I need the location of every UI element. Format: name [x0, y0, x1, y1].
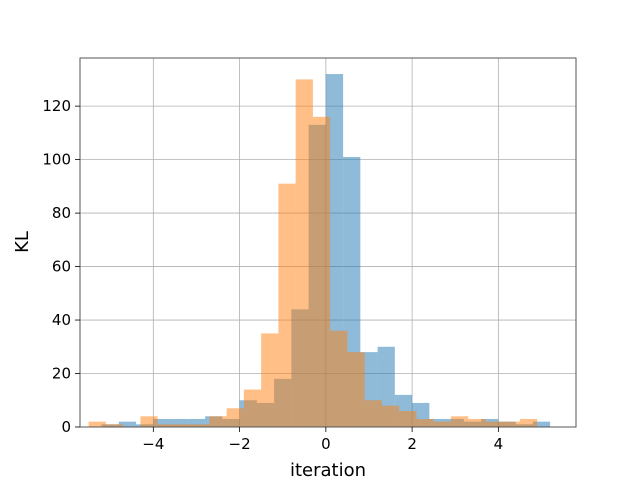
histogram-bar-series-2	[416, 418, 434, 427]
histogram-bar-series-2	[347, 352, 365, 427]
x-tick-label: −2	[229, 435, 251, 453]
histogram-bar-series-1	[170, 418, 188, 427]
y-tick-label: 20	[52, 365, 71, 383]
y-tick-label: 0	[61, 418, 71, 436]
histogram-bar-series-2	[519, 418, 538, 427]
plot-frame	[79, 57, 577, 428]
histogram-bar-series-2	[502, 421, 520, 427]
y-tick-label: 100	[42, 151, 71, 169]
histogram-bar-series-2	[381, 405, 400, 427]
y-tick-label: 80	[52, 204, 71, 222]
histogram-bar-series-2	[485, 421, 503, 427]
histogram-bar-series-2	[468, 418, 486, 427]
histogram-bar-series-2	[157, 424, 175, 427]
histogram-bar-series-2	[174, 424, 193, 427]
histogram-bar-series-2	[226, 408, 244, 427]
histogram-bar-series-2	[88, 421, 106, 427]
histogram-bar-series-2	[105, 424, 124, 427]
histogram-bar-series-2	[140, 416, 158, 427]
x-axis-label: iteration	[290, 460, 366, 480]
y-tick-label: 120	[42, 97, 71, 115]
x-axis-ticks: −4 −2 0 2 4	[142, 427, 503, 453]
histogram-bar-series-2	[330, 330, 348, 427]
histogram-bar-series-2	[192, 424, 210, 427]
x-tick-label: 0	[321, 435, 331, 453]
histogram-bar-series-2	[399, 410, 417, 427]
x-tick-label: 4	[494, 435, 504, 453]
x-tick-label: −4	[142, 435, 164, 453]
histogram-bar-series-2	[433, 421, 451, 427]
histogram-bars	[88, 74, 551, 428]
histogram-bar-series-2	[243, 389, 262, 427]
histogram-bar-series-1	[118, 421, 137, 427]
histogram-bar-series-1	[532, 421, 551, 427]
histogram-bar-series-2	[450, 416, 469, 427]
histogram-bar-series-2	[364, 400, 382, 427]
y-axis-ticks: 0 20 40 60 80 100 120	[42, 97, 80, 436]
y-axis-label: KL	[12, 231, 33, 253]
histogram-bar-series-1	[153, 418, 171, 427]
histogram-bar-series-2	[278, 183, 296, 427]
x-tick-label: 2	[407, 435, 417, 453]
histogram-bar-series-1	[187, 418, 206, 427]
y-tick-label: 60	[52, 258, 71, 276]
y-tick-label: 40	[52, 311, 71, 329]
histogram-bar-series-2	[312, 116, 331, 428]
histogram-bar-series-2	[295, 79, 313, 428]
histogram-bar-series-2	[209, 416, 227, 427]
histogram-bar-series-2	[261, 333, 279, 427]
